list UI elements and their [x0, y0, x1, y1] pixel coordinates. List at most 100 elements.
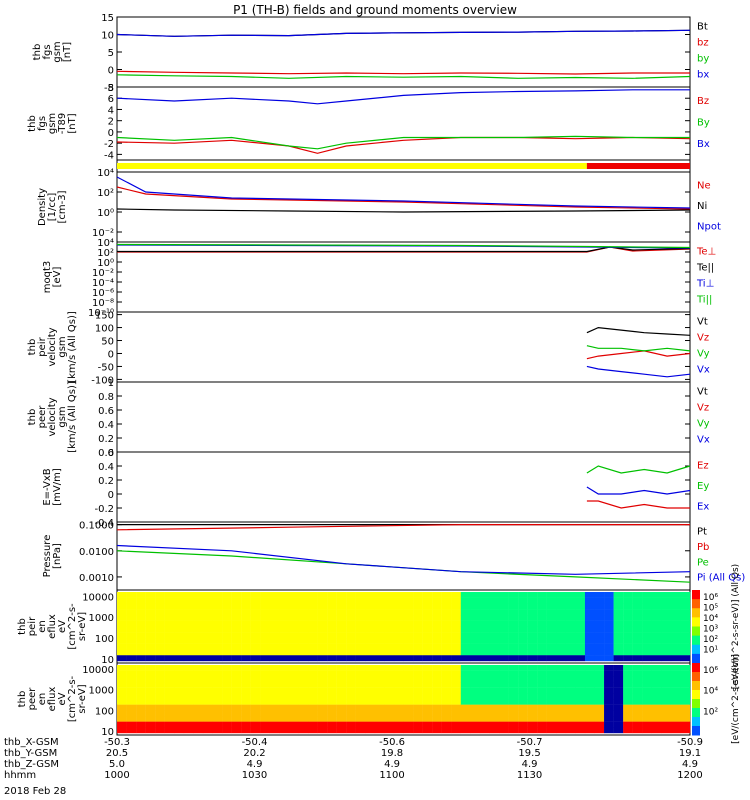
- heat-cell: [499, 693, 509, 700]
- heat-cell: [413, 655, 423, 662]
- heat-cell: [527, 727, 538, 734]
- heat-cell: [670, 603, 681, 610]
- heat-cell: [403, 704, 414, 711]
- heat-cell: [346, 592, 356, 598]
- heat-cell: [260, 721, 270, 728]
- heat-cell: [613, 710, 624, 717]
- heat-cell: [470, 603, 481, 610]
- heat-cell: [279, 665, 290, 671]
- heat-cell: [126, 704, 137, 711]
- heat-cell: [441, 597, 452, 604]
- legend-entry: Bx: [697, 139, 710, 150]
- y-tick-label: 0.0100: [79, 547, 114, 558]
- heat-cell: [231, 632, 242, 639]
- heat-cell: [374, 597, 385, 604]
- heat-cell: [365, 649, 376, 656]
- heat-cell: [432, 704, 442, 711]
- heat-cell: [413, 649, 423, 656]
- heat-cell: [527, 638, 538, 644]
- heat-cell: [604, 682, 614, 688]
- heat-cell: [479, 682, 490, 688]
- x-axis-tick-label: -50.6: [379, 737, 405, 748]
- y-tick-label: 10: [101, 727, 114, 738]
- heat-cell: [403, 699, 414, 705]
- heat-cell: [327, 632, 337, 639]
- heat-cell: [164, 676, 175, 683]
- heat-cell: [212, 665, 223, 671]
- heat-cell: [499, 615, 509, 621]
- heat-cell: [288, 592, 299, 598]
- heat-cell: [518, 626, 528, 633]
- heat-cell: [393, 609, 404, 616]
- heat-cell: [642, 665, 652, 671]
- heat-cell: [575, 620, 586, 627]
- heat-cell: [680, 609, 691, 616]
- series-line-1: [116, 523, 690, 531]
- heat-cell: [231, 670, 242, 677]
- heat-cell: [164, 727, 175, 734]
- heat-cell: [269, 670, 280, 677]
- heat-cell: [584, 620, 595, 627]
- heat-cell: [451, 655, 461, 662]
- heat-cell: [632, 687, 643, 694]
- heat-cell: [155, 727, 165, 734]
- heat-cell: [384, 649, 395, 656]
- heat-cell: [594, 721, 605, 728]
- heat-cell: [145, 597, 156, 604]
- heat-cell: [432, 670, 442, 677]
- x-axis-tick-label: 1200: [677, 770, 702, 781]
- heat-cell: [365, 638, 376, 644]
- heat-cell: [288, 716, 299, 722]
- heat-cell: [479, 687, 490, 694]
- heat-cell: [432, 609, 442, 616]
- heat-cell: [374, 716, 385, 722]
- heat-cell: [231, 704, 242, 711]
- heat-cell: [546, 626, 557, 633]
- heat-cell: [164, 615, 175, 621]
- heat-cell: [336, 592, 347, 598]
- heat-cell: [518, 716, 528, 722]
- x-axis-tick-label: 1030: [242, 770, 267, 781]
- heat-cell: [670, 649, 681, 656]
- heat-cell: [202, 676, 213, 683]
- heat-cell: [499, 626, 509, 633]
- heat-cell: [451, 716, 461, 722]
- heat-cell: [183, 643, 194, 650]
- legend-entry: Vz: [697, 333, 709, 344]
- heat-cell: [269, 609, 280, 616]
- heat-cell: [250, 592, 261, 598]
- heat-cell: [260, 699, 270, 705]
- heat-cell: [384, 626, 395, 633]
- heat-cell: [518, 649, 528, 656]
- heat-cell: [489, 727, 500, 734]
- heat-cell: [374, 638, 385, 644]
- heat-cell: [212, 710, 223, 717]
- heat-cell: [355, 655, 366, 662]
- heat-cell: [241, 649, 251, 656]
- heat-cell: [308, 710, 318, 717]
- heat-cell: [460, 682, 471, 688]
- y-axis-label: thb: [27, 339, 38, 356]
- heat-cell: [575, 597, 586, 604]
- heat-cell: [145, 693, 156, 700]
- heat-cell: [642, 649, 652, 656]
- heat-cell: [126, 643, 137, 650]
- heat-cell: [136, 615, 146, 621]
- heat-cell: [670, 704, 681, 711]
- heat-cell: [441, 676, 452, 683]
- legend-entry: Vt: [697, 387, 708, 398]
- heat-cell: [670, 687, 681, 694]
- heat-cell: [613, 682, 624, 688]
- heat-cell: [632, 615, 643, 621]
- y-axis-label: fgs: [37, 116, 48, 131]
- heat-cell: [489, 682, 500, 688]
- heat-cell: [193, 643, 204, 650]
- heat-cell: [355, 603, 366, 610]
- heat-cell: [432, 710, 442, 717]
- heat-cell: [680, 638, 691, 644]
- heat-cell: [174, 670, 185, 677]
- heat-cell: [499, 665, 509, 671]
- heat-cell: [651, 710, 662, 717]
- colorbar-cell: [692, 590, 700, 600]
- x-axis-tick-label: 5.0: [109, 759, 125, 770]
